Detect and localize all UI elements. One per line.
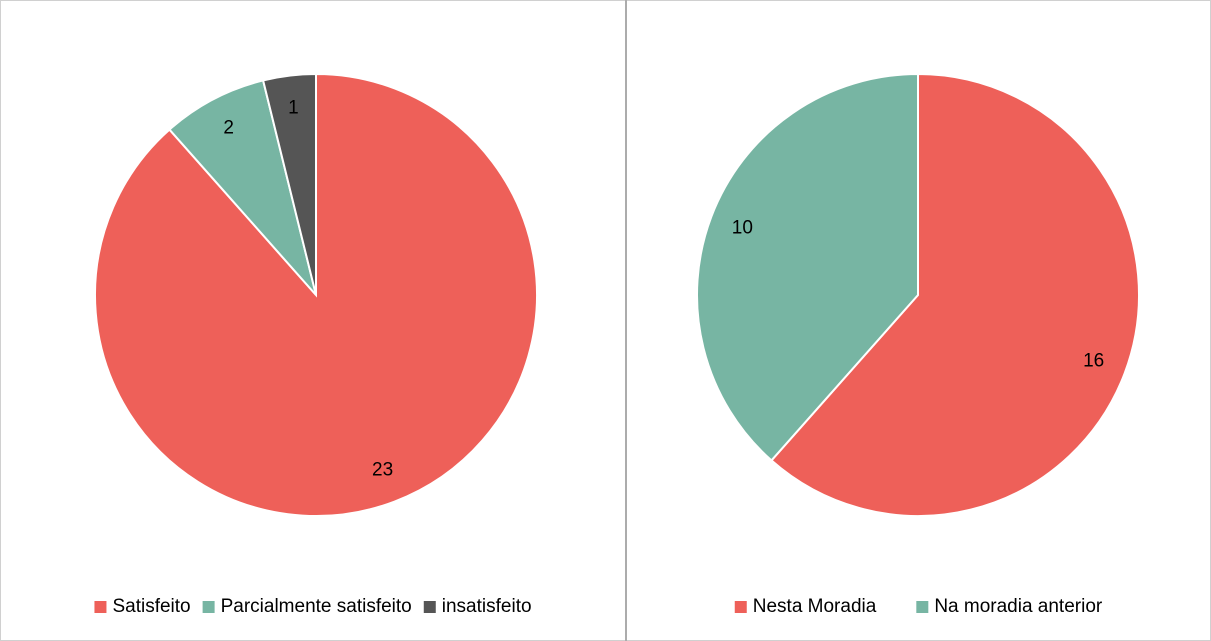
legend-swatch (94, 601, 107, 613)
data-label: 16 (1083, 351, 1104, 372)
data-label: 10 (732, 217, 753, 238)
legend-label: Na moradia anterior (934, 596, 1103, 617)
data-label: 23 (372, 460, 393, 481)
legend-label: Nesta Moradia (753, 596, 877, 617)
legend-label: Satisfeito (112, 596, 190, 617)
legend-label: Parcialmente satisfeito (221, 596, 412, 617)
pie-slice (168, 79, 317, 296)
legend-swatch (916, 601, 929, 613)
pie-slice (94, 72, 538, 517)
data-label: 1 (288, 98, 299, 119)
pie-slice (770, 72, 1140, 517)
legend-swatch (423, 601, 436, 613)
pie-slice (696, 72, 919, 462)
legend-swatch (734, 601, 747, 613)
data-label: 2 (223, 118, 234, 139)
legend-label: insatisfeito (442, 596, 532, 617)
pie-slice (261, 72, 317, 296)
legend-swatch (202, 601, 215, 613)
